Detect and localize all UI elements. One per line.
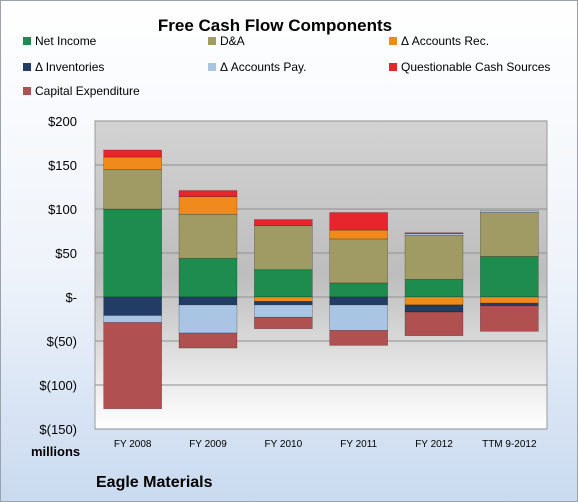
- bar-inventories-fy-2009: [178, 296, 238, 306]
- bar-capital-expenditure-fy-2011: [329, 330, 388, 346]
- legend-swatch: [208, 63, 216, 71]
- legend-label: D&A: [220, 34, 245, 48]
- legend-swatch: [208, 37, 216, 45]
- bar-accounts-pay-fy-2010: [254, 304, 313, 318]
- legend-item-net-income: Net Income: [23, 34, 97, 48]
- unit-label: millions: [31, 444, 80, 459]
- y-tick-label: $100: [48, 202, 77, 217]
- legend-item-accounts-pay: Δ Accounts Pay.: [208, 60, 307, 74]
- bar-net-income-fy-2010: [254, 269, 313, 298]
- y-axis: $200 $150 $100 $50 $- $(50) $(100) $(150): [39, 114, 77, 437]
- legend-item-questionable-cash-sources: Questionable Cash Sources: [389, 60, 550, 74]
- legend-swatch: [389, 63, 397, 71]
- bar-accounts-rec-fy-2010: [254, 296, 313, 302]
- legend: Net Income D&A Δ Accounts Rec. Δ Inventorie…: [23, 34, 550, 98]
- bar-d-a-fy-2010: [254, 225, 313, 271]
- bar-net-income-fy-2008: [103, 208, 162, 298]
- bar-d-a-fy-2012: [404, 235, 464, 280]
- x-tick-label: FY 2011: [340, 439, 377, 450]
- bar-capital-expenditure-fy-2010: [254, 316, 313, 329]
- legend-item-d-a: D&A: [208, 34, 245, 48]
- bar-d-a-fy-2008: [103, 169, 162, 210]
- y-tick-label: $-: [65, 290, 77, 305]
- y-tick-label: $(50): [47, 334, 77, 349]
- bar-capital-expenditure-fy-2009: [178, 332, 238, 349]
- legend-label: Net Income: [35, 34, 97, 48]
- bar-inventories-fy-2012: [404, 304, 464, 313]
- legend-swatch: [23, 63, 31, 71]
- bar-accounts-rec-fy-2012: [404, 296, 464, 306]
- bar-d-a-fy-2009: [178, 213, 238, 259]
- legend-item-accounts-rec: Δ Accounts Rec.: [389, 34, 489, 48]
- x-tick-label: FY 2008: [114, 439, 152, 450]
- bar-capital-expenditure-fy-2008: [103, 322, 162, 410]
- x-tick-label: TTM 9-2012: [482, 439, 537, 450]
- bar-accounts-rec-fy-2009: [178, 196, 238, 215]
- legend-item-inventories: Δ Inventories: [23, 60, 104, 74]
- bar-questionable-cash-sources-fy-2012: [404, 232, 464, 234]
- bar-accounts-rec-fy-2008: [103, 156, 162, 170]
- plot-area: [94, 120, 548, 430]
- bar-questionable-cash-sources-fy-2011: [329, 212, 388, 231]
- bar-net-income-fy-2009: [178, 257, 238, 298]
- bar-questionable-cash-sources-fy-2010: [254, 219, 313, 227]
- legend-swatch: [23, 87, 31, 95]
- bar-inventories-fy-2008: [103, 296, 162, 316]
- bars: [103, 149, 539, 410]
- bar-net-income-ttm-9-2012: [480, 256, 539, 298]
- company-name: Eagle Materials: [96, 474, 213, 491]
- legend-swatch: [23, 37, 31, 45]
- bar-accounts-pay-ttm-9-2012: [480, 210, 539, 213]
- gridlines: [95, 120, 547, 430]
- legend-item-capital-expenditure: Capital Expenditure: [23, 84, 140, 98]
- bar-inventories-fy-2011: [329, 296, 388, 306]
- y-tick-label: $200: [48, 114, 77, 129]
- bar-accounts-rec-fy-2011: [329, 229, 388, 240]
- x-axis: FY 2008 FY 2009 FY 2010 FY 2011 FY 2012 TTM 9…: [114, 439, 537, 450]
- y-tick-label: $50: [55, 246, 77, 261]
- bar-inventories-fy-2010: [254, 301, 313, 306]
- chart-title: Free Cash Flow Components: [158, 16, 392, 35]
- x-tick-label: FY 2012: [415, 439, 453, 450]
- bar-questionable-cash-sources-fy-2008: [103, 149, 162, 158]
- x-tick-label: FY 2010: [265, 439, 303, 450]
- legend-label: Questionable Cash Sources: [401, 60, 550, 74]
- bar-accounts-pay-fy-2009: [178, 304, 238, 334]
- legend-swatch: [389, 37, 397, 45]
- bar-d-a-ttm-9-2012: [480, 212, 539, 257]
- y-tick-label: $(100): [39, 378, 77, 393]
- legend-label: Δ Inventories: [35, 60, 104, 74]
- bar-accounts-pay-fy-2011: [329, 304, 388, 331]
- bar-net-income-fy-2012: [404, 279, 464, 298]
- bar-accounts-pay-fy-2008: [103, 315, 162, 323]
- bar-questionable-cash-sources-fy-2009: [178, 190, 238, 197]
- bar-capital-expenditure-ttm-9-2012: [480, 305, 539, 332]
- bar-accounts-rec-ttm-9-2012: [480, 296, 539, 304]
- bar-inventories-ttm-9-2012: [480, 302, 539, 307]
- legend-label: Δ Accounts Pay.: [220, 60, 307, 74]
- legend-label: Capital Expenditure: [35, 84, 140, 98]
- y-tick-label: $(150): [39, 422, 77, 437]
- legend-label: Δ Accounts Rec.: [401, 34, 489, 48]
- bar-net-income-fy-2011: [329, 282, 388, 298]
- x-tick-label: FY 2009: [189, 439, 227, 450]
- bar-capital-expenditure-fy-2012: [404, 311, 464, 337]
- y-tick-label: $150: [48, 158, 77, 173]
- bar-d-a-fy-2011: [329, 238, 388, 284]
